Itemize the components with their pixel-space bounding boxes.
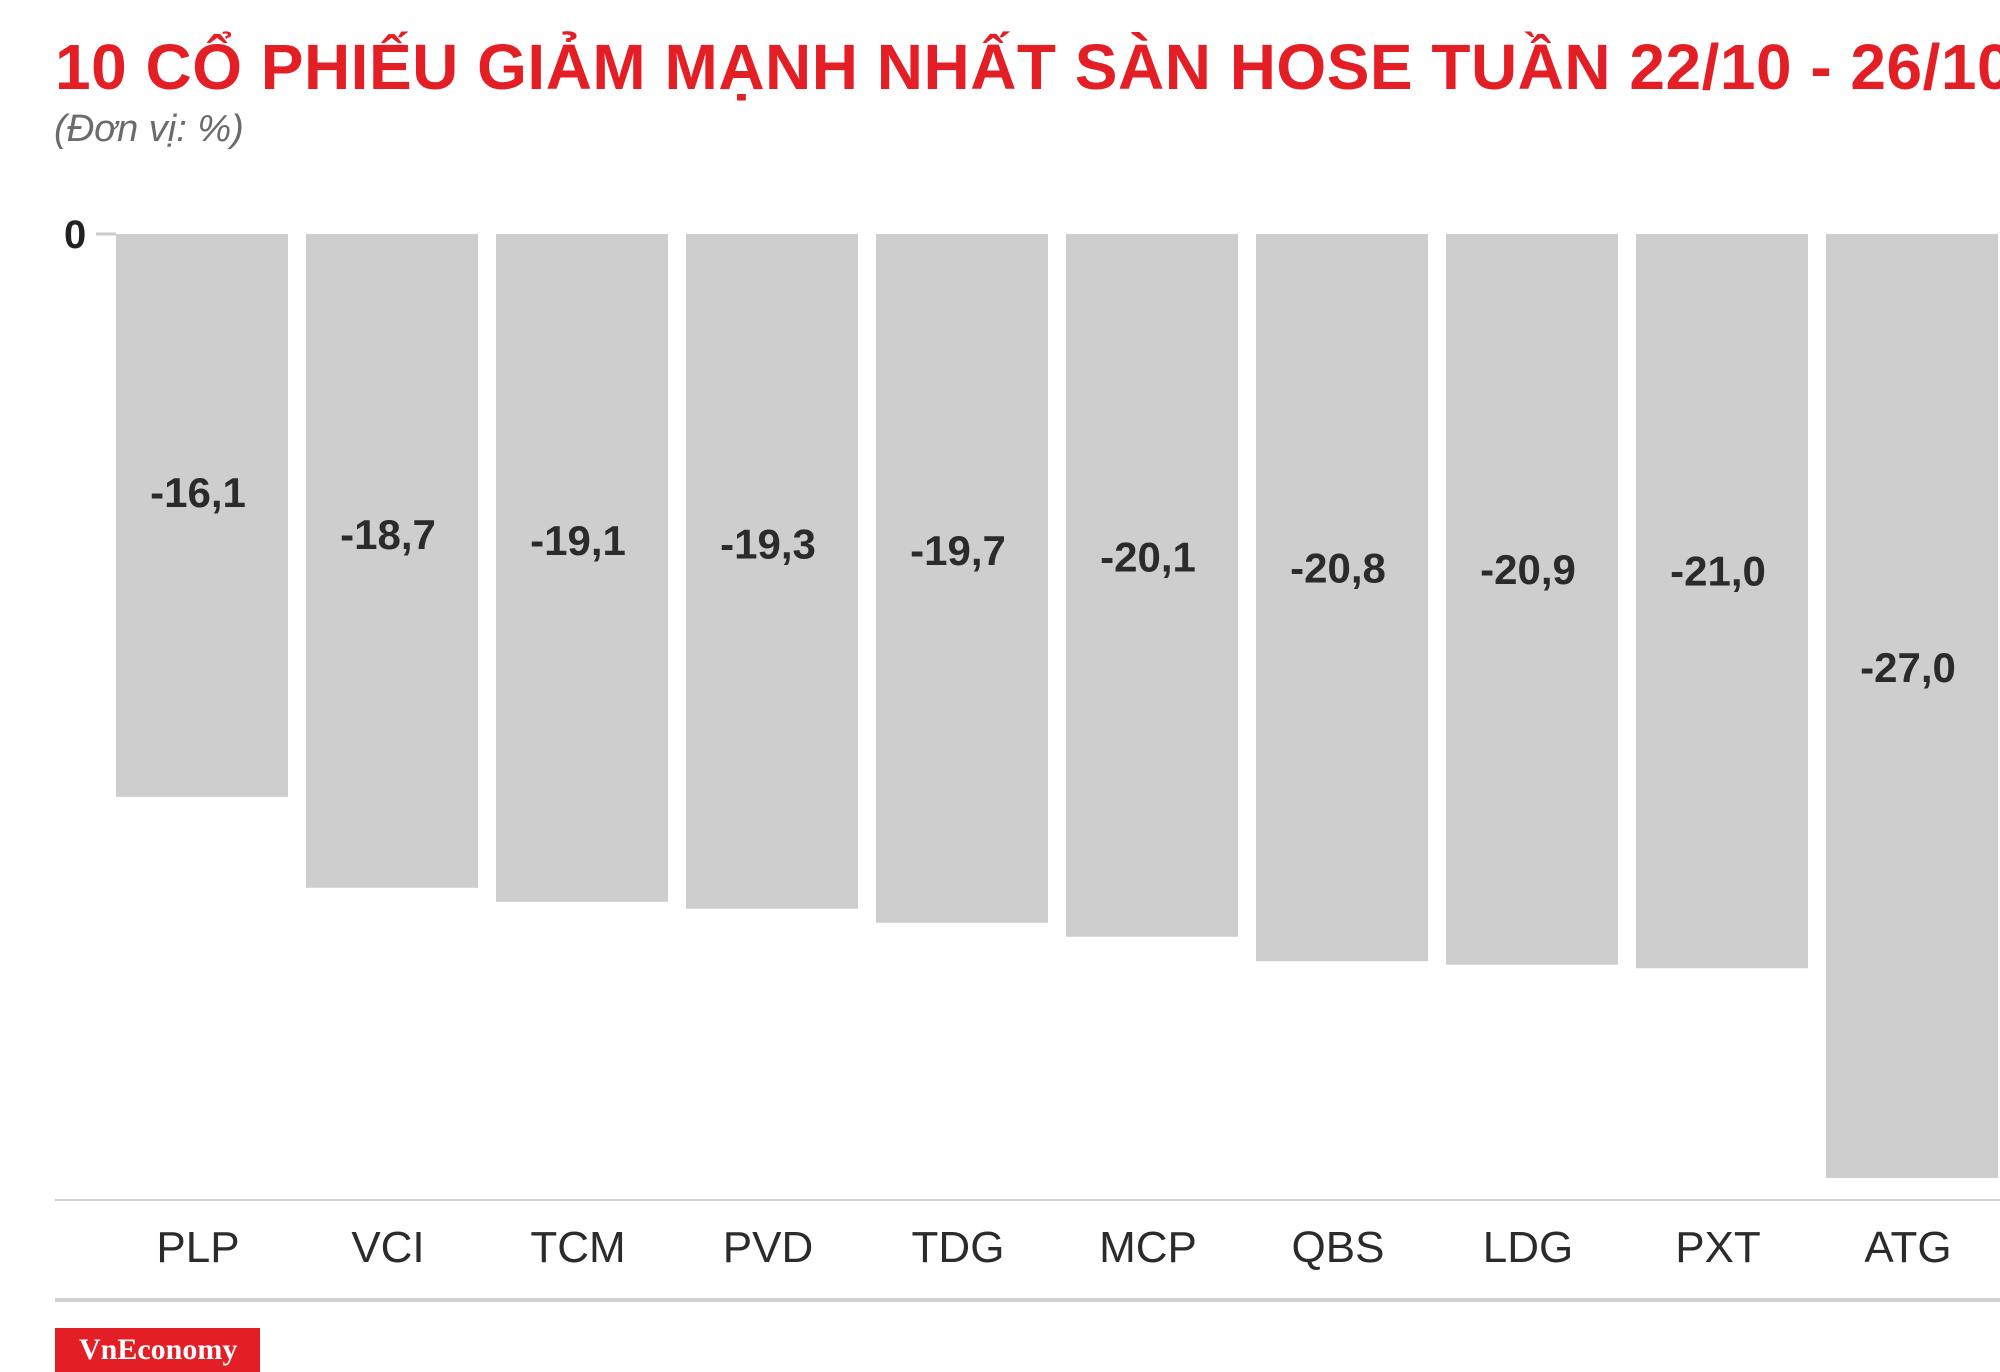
x-tick-label-ldg: LDG xyxy=(1483,1223,1573,1272)
bar-pvd xyxy=(686,234,858,909)
data-label-ldg: -20,9 xyxy=(1480,546,1576,593)
x-tick-label-mcp: MCP xyxy=(1099,1223,1197,1272)
bar-pxt xyxy=(1636,234,1808,969)
bar-tcm xyxy=(496,234,668,902)
y-tick-label: 0 xyxy=(64,213,86,257)
unit-label: (Đơn vị: %) xyxy=(54,108,244,150)
x-tick-label-qbs: QBS xyxy=(1292,1223,1385,1272)
bar-plp xyxy=(116,234,288,797)
bar-mcp xyxy=(1066,234,1238,937)
data-label-pvd: -19,3 xyxy=(720,520,816,567)
data-label-qbs: -20,8 xyxy=(1290,545,1386,592)
x-tick-label-tdg: TDG xyxy=(912,1223,1005,1272)
data-label-plp: -16,1 xyxy=(150,469,246,516)
x-tick-label-vci: VCI xyxy=(351,1223,424,1272)
data-label-vci: -18,7 xyxy=(340,511,436,558)
x-tick-label-pvd: PVD xyxy=(723,1223,813,1272)
bar-atg xyxy=(1826,234,1998,1178)
data-label-atg: -27,0 xyxy=(1860,644,1956,691)
data-label-mcp: -20,1 xyxy=(1100,533,1196,580)
chart-title: 10 CỔ PHIẾU GIẢM MẠNH NHẤT SÀN HOSE TUẦN… xyxy=(55,31,2000,103)
data-label-tcm: -19,1 xyxy=(530,517,626,564)
x-tick-label-tcm: TCM xyxy=(530,1223,625,1272)
x-tick-label-plp: PLP xyxy=(156,1223,239,1272)
bar-qbs xyxy=(1256,234,1428,962)
bar-ldg xyxy=(1446,234,1618,965)
data-label-tdg: -19,7 xyxy=(910,527,1006,574)
bar-tdg xyxy=(876,234,1048,923)
bar-vci xyxy=(306,234,478,888)
data-label-pxt: -21,0 xyxy=(1670,548,1766,595)
x-tick-label-atg: ATG xyxy=(1864,1223,1951,1272)
x-tick-label-pxt: PXT xyxy=(1675,1223,1761,1272)
vneconomy-logo: VnEconomy xyxy=(55,1328,260,1372)
